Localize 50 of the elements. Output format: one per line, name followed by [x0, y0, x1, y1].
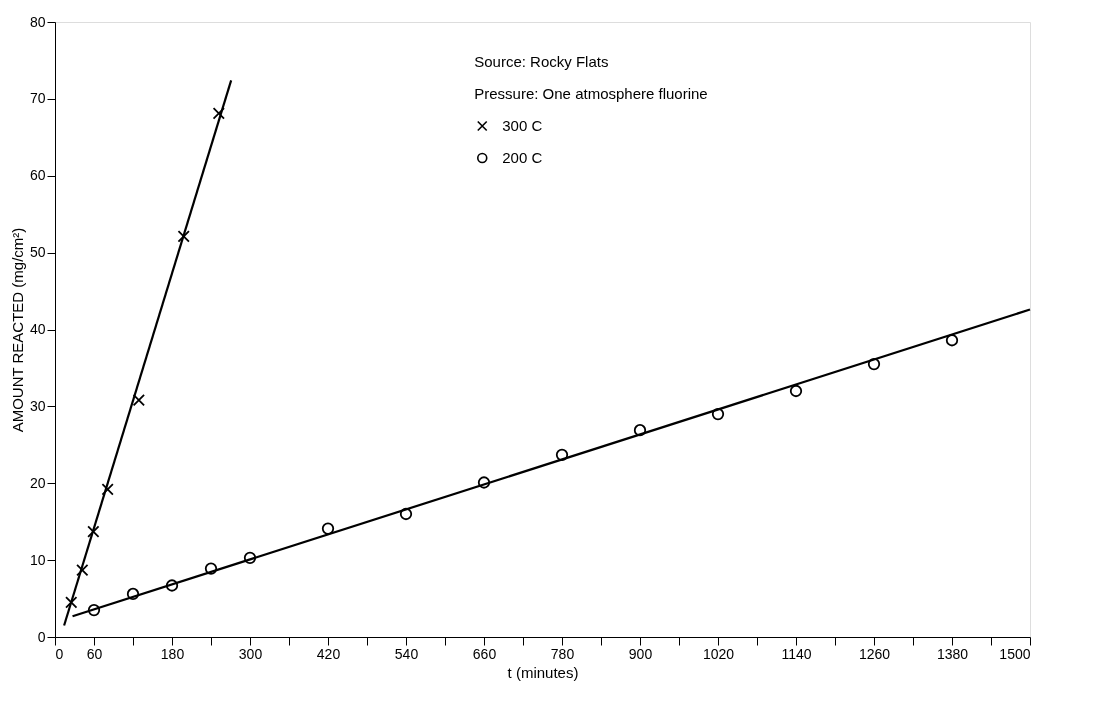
y-axis-title: AMOUNT REACTED (mg/cm²) — [8, 227, 26, 433]
point — [633, 424, 647, 437]
point — [132, 394, 145, 407]
y-tick-label: 50 — [29, 244, 46, 261]
x-tick-label: 0 — [55, 645, 64, 662]
point — [399, 507, 413, 521]
legend-label: 200 C — [502, 149, 543, 166]
point — [101, 483, 114, 496]
x-tick-label: 540 — [394, 645, 419, 662]
x-tick-label: 900 — [628, 645, 653, 662]
point — [477, 476, 491, 489]
annotation: Pressure: One atmosphere fluorine — [474, 85, 708, 102]
x-tick-label: 1500 — [999, 645, 1031, 662]
point — [789, 384, 803, 398]
point — [945, 334, 959, 347]
point — [65, 596, 78, 609]
point — [204, 562, 218, 575]
x-tick-label: 180 — [160, 645, 185, 662]
y-tick-label: 80 — [29, 13, 46, 30]
legend-label: 300 C — [502, 117, 543, 134]
x-tick-label: 60 — [86, 645, 103, 662]
point — [76, 563, 89, 577]
point — [867, 357, 881, 371]
point — [165, 579, 179, 592]
x-tick-label: 1380 — [936, 645, 969, 662]
point — [711, 407, 725, 421]
point — [212, 107, 225, 120]
x-tick-label: 1020 — [702, 645, 735, 662]
y-tick-label: 10 — [29, 551, 46, 568]
point — [177, 230, 190, 243]
x-tick-label: 1260 — [858, 645, 891, 662]
x-tick-label: 780 — [550, 645, 575, 662]
y-tick-label: 0 — [37, 628, 46, 645]
point — [321, 522, 335, 535]
annotation: Source: Rocky Flats — [474, 53, 609, 70]
y-tick-label: 20 — [29, 474, 46, 491]
point — [555, 448, 569, 461]
y-tick-label: 30 — [29, 397, 46, 414]
point — [243, 551, 257, 564]
y-tick-label: 70 — [29, 90, 46, 107]
y-tick-label: 40 — [29, 321, 46, 337]
x-tick-label: 300 — [238, 645, 263, 662]
x-tick-label: 660 — [472, 645, 497, 662]
x-tick-label: 1140 — [781, 645, 812, 662]
point — [87, 525, 100, 538]
y-tick-label: 60 — [29, 167, 46, 184]
point — [87, 603, 101, 617]
point — [126, 587, 140, 601]
x-tick-label: 420 — [316, 645, 341, 662]
x-axis-title: t (minutes) — [507, 663, 579, 681]
